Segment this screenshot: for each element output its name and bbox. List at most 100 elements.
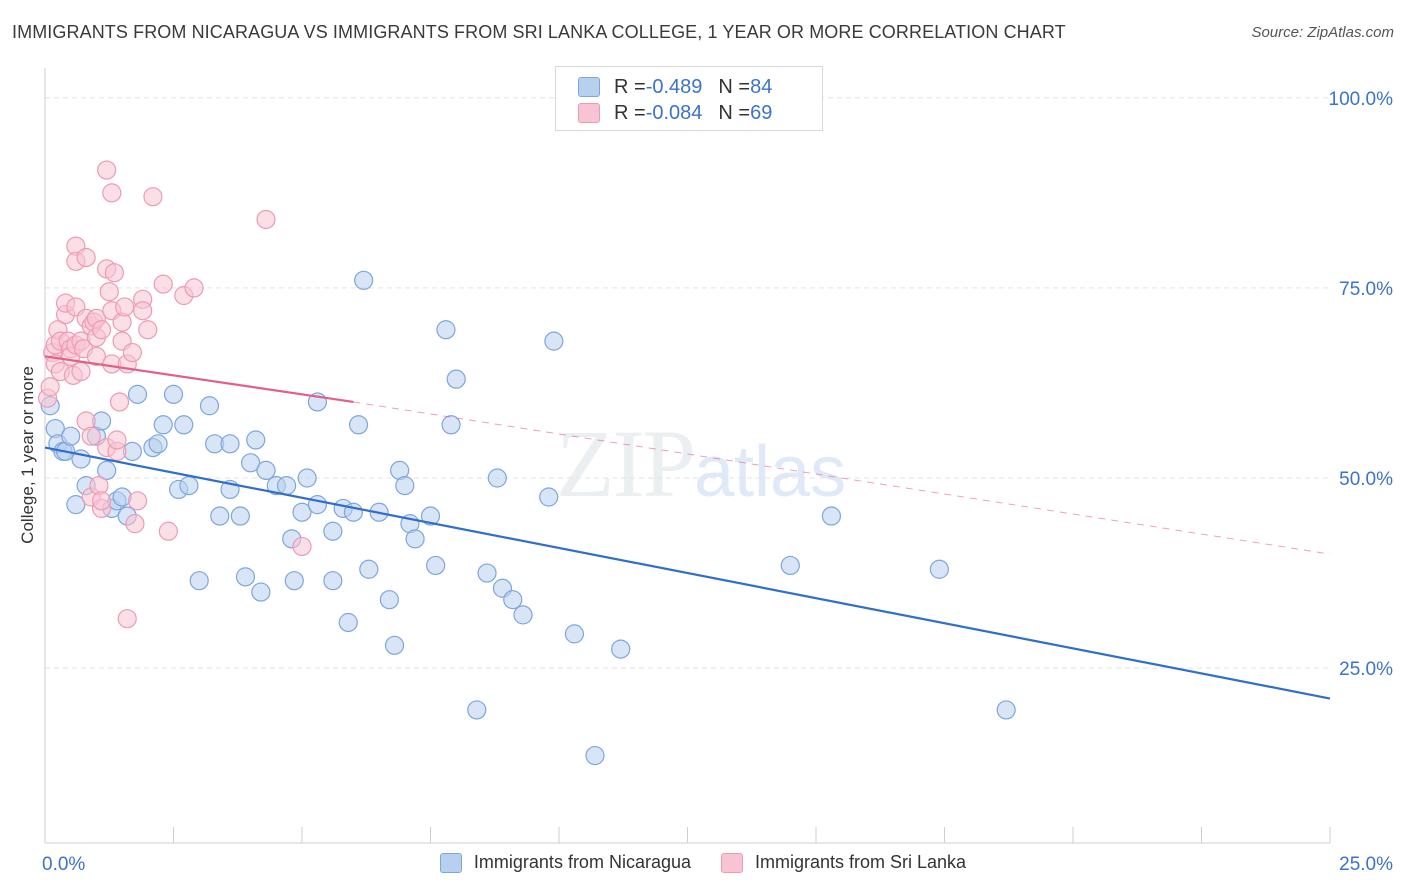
point-nicaragua [61,426,81,446]
point-nicaragua [251,582,271,602]
legend-label-srilanka: Immigrants from Sri Lanka [755,852,967,872]
legend-item-nicaragua[interactable]: Immigrants from Nicaragua [439,852,691,873]
point-nicaragua [503,590,523,610]
r-label: R = [614,75,646,98]
point-nicaragua [153,415,173,435]
point-nicaragua [405,529,425,549]
chart-title: IMMIGRANTS FROM NICARAGUA VS IMMIGRANTS … [12,22,1066,42]
r-value-srilanka: -0.084 [645,101,703,124]
point-srilanka [127,491,148,511]
point-nicaragua [127,384,148,404]
point-srilanka [99,282,119,302]
point-srilanka [81,426,101,446]
point-nicaragua [276,476,297,496]
y-tick-label: 75.0% [1339,279,1393,300]
legend-item-srilanka[interactable]: Immigrants from Sri Lanka [721,852,966,873]
y-axis-label: College, 1 year or more [18,366,37,544]
point-srilanka [133,301,153,321]
point-srilanka [104,263,124,283]
watermark: ZIPatlas [556,408,846,519]
point-nicaragua [256,460,276,481]
point-nicaragua [996,700,1016,720]
point-nicaragua [395,476,415,496]
point-nicaragua [246,430,266,450]
point-nicaragua [426,555,446,576]
point-nicaragua [66,495,86,515]
srilanka-swatch [578,103,600,123]
point-srilanka [97,160,117,180]
point-nicaragua [174,415,194,435]
point-nicaragua [338,612,358,633]
point-srilanka [122,342,142,363]
watermark-atlas: atlas [694,432,847,512]
point-srilanka [109,392,130,412]
point-nicaragua [235,567,256,587]
point-srilanka [71,361,91,382]
point-nicaragua [539,487,559,507]
legend-row-nicaragua: R = -0.489 N = 84 [578,74,772,100]
point-nicaragua [354,270,374,290]
point-nicaragua [97,460,117,481]
n-value-nicaragua: 84 [750,75,773,98]
point-nicaragua [297,468,317,488]
point-srilanka [40,377,60,397]
source-label: Source: ZipAtlas.com [1251,24,1394,41]
point-nicaragua [230,506,250,526]
point-nicaragua [163,384,184,404]
legend-row-srilanka: R = -0.084 N = 69 [578,100,772,126]
point-srilanka [292,536,312,557]
y-tick-label: 100.0% [1329,89,1394,110]
point-nicaragua [348,415,369,435]
point-nicaragua [241,453,261,473]
r-label: R = [614,101,646,124]
point-srilanka [107,430,127,450]
n-value-srilanka: 69 [750,101,773,124]
point-nicaragua [513,605,533,625]
nicaragua-swatch [578,77,600,97]
point-nicaragua [611,639,631,659]
point-srilanka [158,521,178,541]
point-nicaragua [359,559,379,579]
point-nicaragua [487,468,507,488]
point-srilanka [91,491,112,511]
r-value-nicaragua: -0.489 [645,75,703,98]
point-srilanka [143,187,163,207]
point-nicaragua [544,331,564,351]
point-nicaragua [436,320,456,340]
trendline-extension-srilanka [353,401,1331,555]
point-srilanka [115,297,135,317]
point-srilanka [138,320,158,340]
point-nicaragua [420,506,441,526]
point-nicaragua [441,415,461,435]
trendline-srilanka [44,355,354,404]
watermark-zip: ZIP [556,410,696,517]
point-srilanka [256,209,276,230]
y-tick-label: 50.0% [1339,469,1393,490]
point-nicaragua [323,571,343,591]
point-srilanka [153,274,173,294]
point-srilanka [117,609,137,629]
point-srilanka [91,320,112,340]
point-srilanka [102,183,122,203]
point-nicaragua [307,495,328,515]
point-nicaragua [189,571,209,591]
point-srilanka [125,514,145,534]
trendline-nicaragua [44,446,1331,700]
point-nicaragua [323,521,343,541]
n-label: N = [718,101,751,124]
point-nicaragua [929,559,949,579]
point-nicaragua [780,555,800,576]
point-nicaragua [179,476,199,496]
point-nicaragua [199,396,220,416]
point-nicaragua [379,590,399,610]
point-nicaragua [446,369,466,389]
point-nicaragua [148,434,168,454]
legend-label-nicaragua: Immigrants from Nicaragua [473,852,691,872]
point-nicaragua [585,745,605,766]
correlation-legend: R = -0.489 N = 84 R = -0.084 N = 69 [555,66,823,131]
point-nicaragua [564,624,585,644]
point-nicaragua [284,571,304,591]
x-tick-label-max: 25.0% [1339,854,1393,875]
point-srilanka [76,247,96,268]
